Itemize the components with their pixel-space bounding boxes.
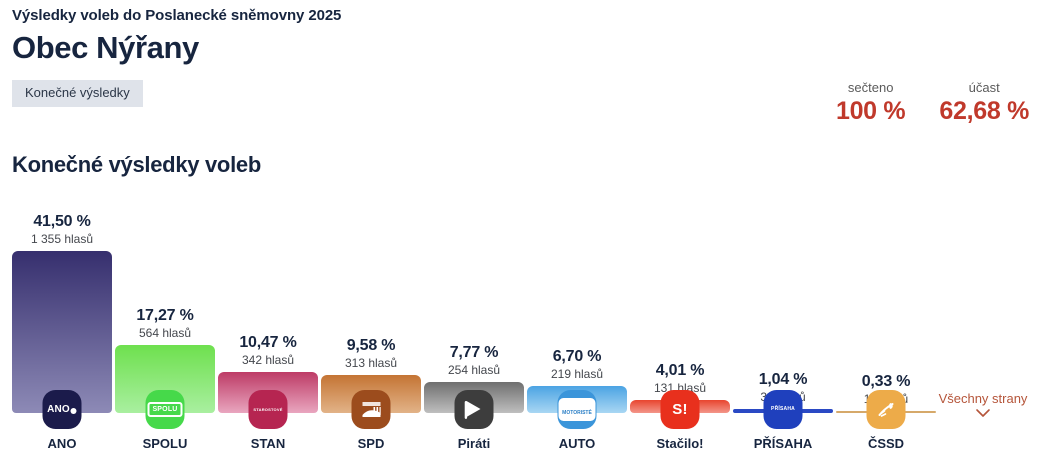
bar-party-name: PŘÍSAHA: [753, 436, 813, 451]
bar-votes-label: 219 hlasů: [550, 367, 604, 381]
all-parties-label: Všechny strany: [938, 391, 1028, 406]
motoriste-logo-text: MOTORISTÉ: [562, 409, 592, 416]
bar-votes-label: 564 hlasů: [138, 326, 192, 340]
bar-votes-label: 313 hlasů: [344, 356, 398, 370]
bar-party-name: ČSSD: [867, 436, 905, 451]
spd-logo: [351, 390, 391, 429]
stat-turnout: účast 62,68 %: [939, 80, 1029, 126]
bar-party-name: STAN: [250, 436, 286, 451]
stacilo-logo-text: S!: [672, 401, 688, 418]
stan-logo: STAROSTOVÉ: [248, 390, 288, 429]
spolu-logo: SPOLU: [145, 390, 185, 429]
spd-emblem-icon: [362, 401, 381, 417]
spolu-logo-text: SPOLU: [152, 406, 178, 413]
bar-party-name: SPD: [357, 436, 385, 451]
stat-turnout-value: 62,68 %: [939, 97, 1029, 125]
bar-percent-label: 41,50 %: [33, 213, 91, 230]
bar-column-pirti[interactable]: 7,77 % 254 hlasů Piráti: [424, 343, 524, 451]
stan-logo-text: STAROSTOVÉ: [253, 406, 283, 412]
stat-turnout-label: účast: [968, 80, 1000, 95]
bar-rect[interactable]: [321, 375, 421, 429]
bar-percent-label: 1,04 %: [758, 371, 808, 388]
stat-counted: sečteno 100 %: [835, 80, 906, 126]
summary-stats: sečteno 100 % účast 62,68 %: [836, 80, 1029, 126]
prisaha-logo: PŘÍSAHA: [763, 390, 803, 429]
bar-rect[interactable]: SPOLU: [115, 345, 215, 429]
bar-column-psaha[interactable]: 1,04 %34 hlasůPŘÍSAHAPŘÍSAHA: [733, 370, 833, 451]
bar-rect[interactable]: ANO: [12, 251, 112, 429]
bar-column-spd[interactable]: 9,58 % 313 hlasů SPD: [321, 336, 421, 451]
bar-column-stailo[interactable]: 4,01 % 131 hlasů S! Stačilo!: [630, 361, 730, 451]
cssd-rose-icon: [878, 402, 893, 417]
bar-rect[interactable]: PŘÍSAHA: [733, 390, 833, 429]
bar-party-name: Piráti: [457, 436, 491, 451]
bar-percent-label: 7,77 %: [449, 344, 499, 361]
bar-party-name: Stačilo!: [656, 436, 704, 451]
bar-party-name: AUTO: [558, 436, 596, 451]
bar-party-name: SPOLU: [142, 436, 188, 451]
motoriste-logo-box: MOTORISTÉ: [558, 397, 596, 422]
bar-percent-label: 0,33 %: [861, 373, 911, 390]
stat-counted-value: 100 %: [835, 97, 906, 125]
page-kicker: Výsledky voleb do Poslanecké sněmovny 20…: [12, 7, 342, 24]
spolu-logo-frame: SPOLU: [147, 402, 183, 417]
bar-column-stan[interactable]: 10,47 % 342 hlasů STAROSTOVÉ STAN: [218, 333, 318, 451]
bar-column-ano[interactable]: 41,50 % 1 355 hlasů ANO ANO: [12, 212, 112, 451]
ano-logo-dot-icon: [70, 407, 77, 414]
bar-votes-label: 1 355 hlasů: [30, 232, 94, 246]
ano-logo-text: ANO: [47, 403, 70, 415]
pirati-logo: [454, 390, 494, 429]
bar-percent-label: 17,27 %: [136, 307, 194, 324]
cssd-logo: [866, 390, 906, 429]
results-bar-chart: 41,50 % 1 355 hlasů ANO ANO 17,27 % 564 hlasů…: [12, 192, 1031, 454]
bar-votes-label: 342 hlasů: [241, 353, 295, 367]
page-header: Výsledky voleb do Poslanecké sněmovny 20…: [12, 6, 1031, 107]
bar-rect[interactable]: STAROSTOVÉ: [218, 372, 318, 429]
pirati-sail-icon: [464, 400, 480, 419]
prisaha-logo-text: PŘÍSAHA: [771, 406, 795, 412]
bar-percent-label: 6,70 %: [552, 348, 602, 365]
bar-column-spolu[interactable]: 17,27 % 564 hlasů SPOLU SPOLU: [115, 306, 215, 451]
page-title: Obec Nýřany: [12, 30, 199, 65]
chart-title: Konečné výsledky voleb: [12, 152, 261, 177]
bar-percent-label: 9,58 %: [346, 337, 396, 354]
bar-percent-label: 4,01 %: [655, 362, 705, 379]
stat-counted-label: sečteno: [847, 80, 894, 95]
bar-column-auto[interactable]: 6,70 % 219 hlasů MOTORISTÉ AUTO: [527, 347, 627, 451]
bar-rect[interactable]: [424, 382, 524, 429]
bar-rect[interactable]: [836, 390, 936, 429]
bar-percent-label: 10,47 %: [239, 334, 297, 351]
bar-column-ssd[interactable]: 0,33 %11 hlasůČSSD: [836, 372, 936, 451]
bar-party-name: ANO: [47, 436, 77, 451]
ano-logo: ANO: [42, 390, 82, 429]
bar-rect[interactable]: S!: [630, 390, 730, 429]
all-parties-link[interactable]: Všechny strany: [927, 390, 1039, 418]
bar-rect[interactable]: MOTORISTÉ: [527, 386, 627, 429]
status-badge: Konečné výsledky: [12, 80, 143, 107]
stacilo-logo: S!: [660, 390, 700, 429]
motoriste-logo: MOTORISTÉ: [557, 390, 597, 429]
chevron-down-icon: [976, 409, 990, 417]
bar-votes-label: 254 hlasů: [447, 363, 501, 377]
